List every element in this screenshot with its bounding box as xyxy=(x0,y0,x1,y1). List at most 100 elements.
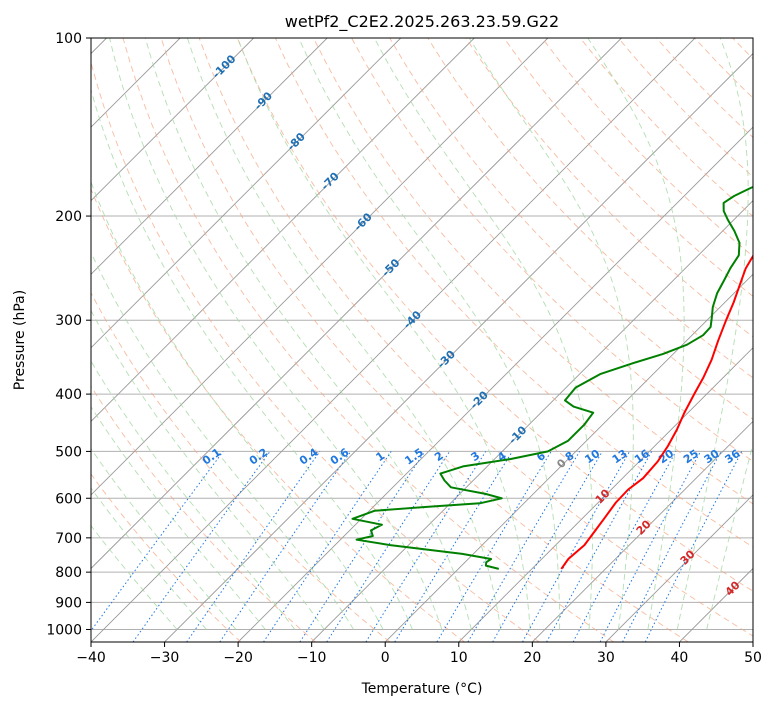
isotherm-line xyxy=(91,38,328,275)
y-tick-label: 500 xyxy=(55,444,82,460)
moist-adiabat-line xyxy=(91,360,296,630)
dry-adiabat-line xyxy=(503,38,753,297)
moist-adiabat-line xyxy=(109,38,443,630)
dry-adiabat-line xyxy=(236,38,753,592)
isotherm-label: -50 xyxy=(379,256,402,279)
dry-adiabat-line xyxy=(313,38,753,505)
x-tick-label: −40 xyxy=(76,650,106,666)
mixing-ratio-line xyxy=(186,451,321,642)
dry-adiabat-line xyxy=(465,38,753,338)
moist-adiabat-line xyxy=(91,251,354,630)
x-tick-label: −10 xyxy=(297,650,327,666)
y-tick-label: 100 xyxy=(55,31,82,47)
plot-frame xyxy=(90,37,754,643)
isotherm-line xyxy=(532,420,753,642)
mixing-ratio-label: 1.5 xyxy=(402,446,425,468)
isotherm-label: -20 xyxy=(468,388,491,411)
x-tick-label: 50 xyxy=(744,650,762,666)
isotherm-line xyxy=(164,52,753,642)
dry-adiabat-line xyxy=(91,385,316,642)
chart-title: wetPf2_C2E2.2025.263.23.59.G22 xyxy=(285,12,559,32)
y-tick-label: 800 xyxy=(55,565,82,581)
mixing-ratio-label: 13 xyxy=(610,447,630,466)
isotherm-line xyxy=(605,494,753,642)
mixing-ratio-line xyxy=(91,451,224,632)
moist-adiabat-line xyxy=(298,38,561,630)
mixing-ratio-line xyxy=(299,451,426,642)
mixing-ratio-line xyxy=(326,451,451,642)
x-axis-label: Temperature (°C) xyxy=(361,681,483,697)
mixing-ratio-line xyxy=(365,451,487,642)
y-tick-label: 1000 xyxy=(46,622,82,638)
y-axis-label: Pressure (hPa) xyxy=(12,290,28,390)
profile-lines xyxy=(351,185,753,570)
isotherm-label: -10 xyxy=(506,423,529,446)
isotherm-label: -80 xyxy=(285,130,308,153)
mixing-ratio-label: 10 xyxy=(582,447,602,467)
y-tick-label: 600 xyxy=(55,491,82,507)
dry-adiabat-line xyxy=(389,38,753,420)
mixing-ratio-label: 25 xyxy=(681,447,701,466)
mixing-ratio-line xyxy=(572,451,677,642)
isotherm-label: -90 xyxy=(252,89,275,112)
moist-adiabat-line xyxy=(91,524,178,630)
moist-adiabat-line xyxy=(468,38,634,630)
isotherm-label: -100 xyxy=(210,52,239,81)
isotherm-line xyxy=(91,38,475,422)
dry-adiabat-line xyxy=(91,473,242,642)
dry-adiabat-line xyxy=(91,188,465,642)
x-tick-label: 40 xyxy=(671,650,689,666)
y-tick-label: 900 xyxy=(55,595,82,611)
x-tick-label: 30 xyxy=(597,650,615,666)
isotherm-line xyxy=(458,347,753,642)
x-tick-label: 0 xyxy=(381,650,390,666)
x-tick-label: 10 xyxy=(450,650,468,666)
y-tick-label: 700 xyxy=(55,531,82,547)
dry-adiabat-line xyxy=(198,38,753,637)
temperature-profile-line xyxy=(560,254,753,570)
mixing-ratio-label: 0.1 xyxy=(200,446,223,468)
mixing-ratio-label: 30 xyxy=(702,447,722,467)
moist-adiabat-line xyxy=(373,38,593,630)
moist-adiabat-line xyxy=(676,38,749,630)
dewpoint-profile-line xyxy=(351,185,753,570)
isotherm-line xyxy=(384,273,753,642)
isotherm-line xyxy=(752,641,753,642)
dry-adiabat-line xyxy=(91,61,540,642)
dry-adiabat-line xyxy=(427,38,753,379)
mixing-ratio-line xyxy=(263,451,392,642)
dry-adiabat-line xyxy=(91,291,391,642)
x-tick-label: 20 xyxy=(523,650,541,666)
moist-adiabat-line xyxy=(706,442,753,630)
mixing-ratio-line xyxy=(599,451,702,642)
isotherm-line xyxy=(91,38,254,202)
moist-adiabat-line xyxy=(91,88,413,630)
mixing-ratio-line xyxy=(132,451,271,642)
mixing-ratio-label: 36 xyxy=(722,447,742,467)
isotherm-line xyxy=(91,38,622,570)
y-tick-label: 400 xyxy=(55,387,82,403)
dry-adiabat-line xyxy=(656,38,753,138)
moist-adiabat-line xyxy=(91,180,384,630)
isotherm-line xyxy=(91,38,549,496)
moist-adiabat-line xyxy=(587,38,685,630)
x-axis: −40 −30 −20 −10 0 10 20 30 40 50 xyxy=(76,642,762,666)
moist-adiabat-label: 30 xyxy=(678,547,698,567)
isotherm-line xyxy=(91,38,402,349)
moist-adiabat-line xyxy=(237,38,531,630)
mixing-ratio-line xyxy=(219,451,352,642)
mixing-ratio-line xyxy=(522,451,631,642)
y-tick-label: 300 xyxy=(55,313,82,329)
y-tick-label: 200 xyxy=(55,209,82,225)
dry-adiabat-line xyxy=(122,38,614,642)
moist-adiabat-line xyxy=(91,447,237,630)
mixing-ratio-label: 0.2 xyxy=(247,446,270,468)
x-tick-label: −30 xyxy=(150,650,180,666)
mixing-ratio-line xyxy=(622,451,722,642)
y-axis: 1000 900 800 700 600 500 400 300 200 100 xyxy=(46,31,91,638)
mixing-ratio-label: 0.4 xyxy=(297,446,321,468)
x-tick-label: −20 xyxy=(223,650,253,666)
background-lines xyxy=(91,38,775,642)
dry-adiabat-line xyxy=(771,38,775,642)
